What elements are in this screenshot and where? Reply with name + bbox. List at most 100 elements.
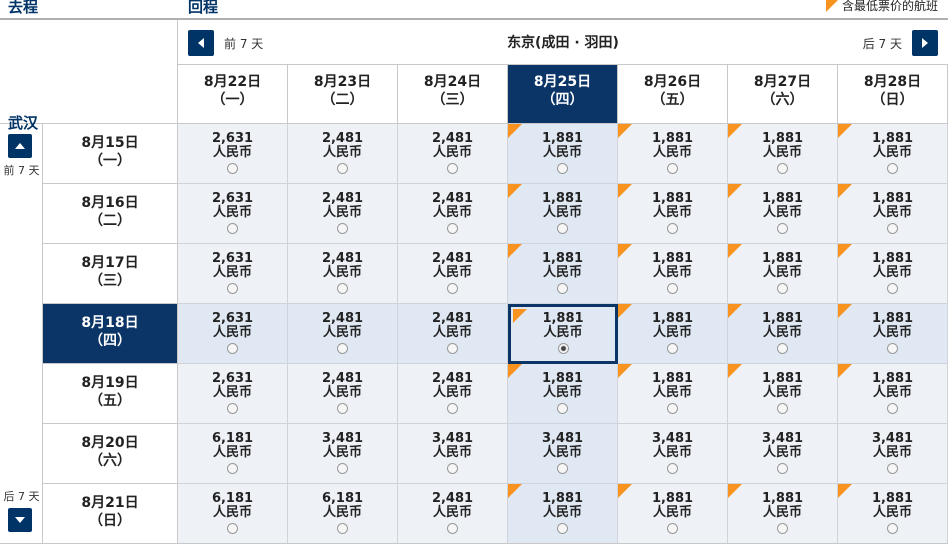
fare-cell[interactable]: 1,881 人民币: [618, 364, 728, 424]
fare-cell[interactable]: 1,881 人民币: [838, 304, 948, 364]
fare-cell[interactable]: 2,481 人民币: [398, 304, 508, 364]
fare-radio[interactable]: [337, 403, 348, 414]
fare-radio[interactable]: [777, 463, 788, 474]
fare-radio[interactable]: [557, 403, 568, 414]
fare-cell[interactable]: 1,881 人民币: [838, 184, 948, 244]
fare-radio[interactable]: [227, 223, 238, 234]
outbound-date-header[interactable]: 8月17日 （三）: [43, 244, 178, 304]
fare-radio[interactable]: [557, 523, 568, 534]
outbound-date-header[interactable]: 8月20日 （六）: [43, 424, 178, 484]
fare-cell[interactable]: 1,881 人民币: [508, 124, 618, 184]
return-next-button[interactable]: [912, 30, 938, 56]
fare-radio[interactable]: [667, 283, 678, 294]
outbound-date-header[interactable]: 8月16日 （二）: [43, 184, 178, 244]
fare-radio[interactable]: [777, 523, 788, 534]
fare-cell[interactable]: 6,181 人民币: [178, 484, 288, 544]
fare-radio[interactable]: [777, 163, 788, 174]
fare-cell[interactable]: 3,481 人民币: [288, 424, 398, 484]
fare-radio[interactable]: [227, 283, 238, 294]
outbound-prev-button[interactable]: [8, 134, 32, 158]
fare-cell[interactable]: 1,881 人民币: [728, 124, 838, 184]
fare-radio[interactable]: [557, 223, 568, 234]
fare-cell[interactable]: 3,481 人民币: [838, 424, 948, 484]
fare-radio[interactable]: [337, 283, 348, 294]
fare-cell[interactable]: 2,631 人民币: [178, 124, 288, 184]
fare-radio[interactable]: [557, 343, 569, 354]
return-date-header[interactable]: 8月22日 （一）: [178, 65, 288, 124]
fare-radio[interactable]: [667, 343, 678, 354]
fare-radio[interactable]: [447, 523, 458, 534]
fare-cell[interactable]: 2,481 人民币: [398, 484, 508, 544]
fare-cell[interactable]: 1,881 人民币: [508, 304, 618, 364]
return-prev-label[interactable]: 前 7 天: [224, 37, 264, 51]
outbound-date-header[interactable]: 8月19日 （五）: [43, 364, 178, 424]
fare-cell[interactable]: 1,881 人民币: [618, 184, 728, 244]
fare-radio[interactable]: [667, 163, 678, 174]
return-date-header[interactable]: 8月24日 （三）: [398, 65, 508, 124]
fare-cell[interactable]: 1,881 人民币: [618, 244, 728, 304]
fare-radio[interactable]: [447, 403, 458, 414]
fare-cell[interactable]: 1,881 人民币: [728, 364, 838, 424]
fare-radio[interactable]: [777, 283, 788, 294]
fare-cell[interactable]: 1,881 人民币: [838, 364, 948, 424]
return-next-label[interactable]: 后 7 天: [862, 37, 902, 51]
fare-radio[interactable]: [337, 523, 348, 534]
fare-radio[interactable]: [667, 523, 678, 534]
fare-cell[interactable]: 2,631 人民币: [178, 304, 288, 364]
fare-radio[interactable]: [227, 463, 238, 474]
fare-radio[interactable]: [887, 403, 898, 414]
fare-radio[interactable]: [227, 163, 238, 174]
fare-cell[interactable]: 2,631 人民币: [178, 244, 288, 304]
fare-cell[interactable]: 1,881 人民币: [838, 244, 948, 304]
fare-radio[interactable]: [887, 463, 898, 474]
fare-cell[interactable]: 1,881 人民币: [728, 304, 838, 364]
fare-radio[interactable]: [667, 463, 678, 474]
fare-cell[interactable]: 2,631 人民币: [178, 184, 288, 244]
fare-radio[interactable]: [557, 463, 568, 474]
outbound-next-button[interactable]: [8, 508, 32, 532]
fare-radio[interactable]: [777, 223, 788, 234]
fare-cell[interactable]: 2,481 人民币: [398, 244, 508, 304]
fare-radio[interactable]: [447, 283, 458, 294]
fare-cell[interactable]: 1,881 人民币: [838, 124, 948, 184]
outbound-date-header[interactable]: 8月15日 （一）: [43, 124, 178, 184]
fare-radio[interactable]: [887, 523, 898, 534]
fare-cell[interactable]: 1,881 人民币: [838, 484, 948, 544]
fare-radio[interactable]: [447, 163, 458, 174]
fare-cell[interactable]: 1,881 人民币: [728, 484, 838, 544]
fare-radio[interactable]: [667, 223, 678, 234]
fare-radio[interactable]: [337, 163, 348, 174]
fare-cell[interactable]: 1,881 人民币: [508, 484, 618, 544]
return-date-header[interactable]: 8月27日 （六）: [728, 65, 838, 124]
fare-cell[interactable]: 2,481 人民币: [288, 244, 398, 304]
fare-cell[interactable]: 1,881 人民币: [508, 364, 618, 424]
fare-cell[interactable]: 3,481 人民币: [398, 424, 508, 484]
fare-radio[interactable]: [667, 403, 678, 414]
return-date-header[interactable]: 8月26日 （五）: [618, 65, 728, 124]
fare-radio[interactable]: [447, 463, 458, 474]
return-date-header[interactable]: 8月28日 （日）: [838, 65, 948, 124]
fare-cell[interactable]: 2,481 人民币: [288, 364, 398, 424]
fare-radio[interactable]: [337, 343, 348, 354]
fare-radio[interactable]: [337, 223, 348, 234]
fare-cell[interactable]: 2,631 人民币: [178, 364, 288, 424]
fare-cell[interactable]: 3,481 人民币: [618, 424, 728, 484]
fare-radio[interactable]: [777, 403, 788, 414]
fare-radio[interactable]: [887, 163, 898, 174]
fare-radio[interactable]: [227, 343, 238, 354]
return-prev-button[interactable]: [188, 30, 214, 56]
fare-cell[interactable]: 6,181 人民币: [178, 424, 288, 484]
return-date-header[interactable]: 8月25日 （四）: [508, 65, 618, 124]
fare-cell[interactable]: 1,881 人民币: [618, 484, 728, 544]
fare-cell[interactable]: 1,881 人民币: [618, 124, 728, 184]
fare-radio[interactable]: [887, 283, 898, 294]
outbound-date-header[interactable]: 8月18日 （四）: [43, 304, 178, 364]
fare-radio[interactable]: [887, 343, 898, 354]
outbound-prev-label[interactable]: 前 7 天: [3, 164, 40, 177]
fare-cell[interactable]: 6,181 人民币: [288, 484, 398, 544]
fare-radio[interactable]: [557, 283, 568, 294]
fare-cell[interactable]: 3,481 人民币: [508, 424, 618, 484]
fare-radio[interactable]: [447, 223, 458, 234]
fare-cell[interactable]: 1,881 人民币: [618, 304, 728, 364]
fare-radio[interactable]: [227, 403, 238, 414]
